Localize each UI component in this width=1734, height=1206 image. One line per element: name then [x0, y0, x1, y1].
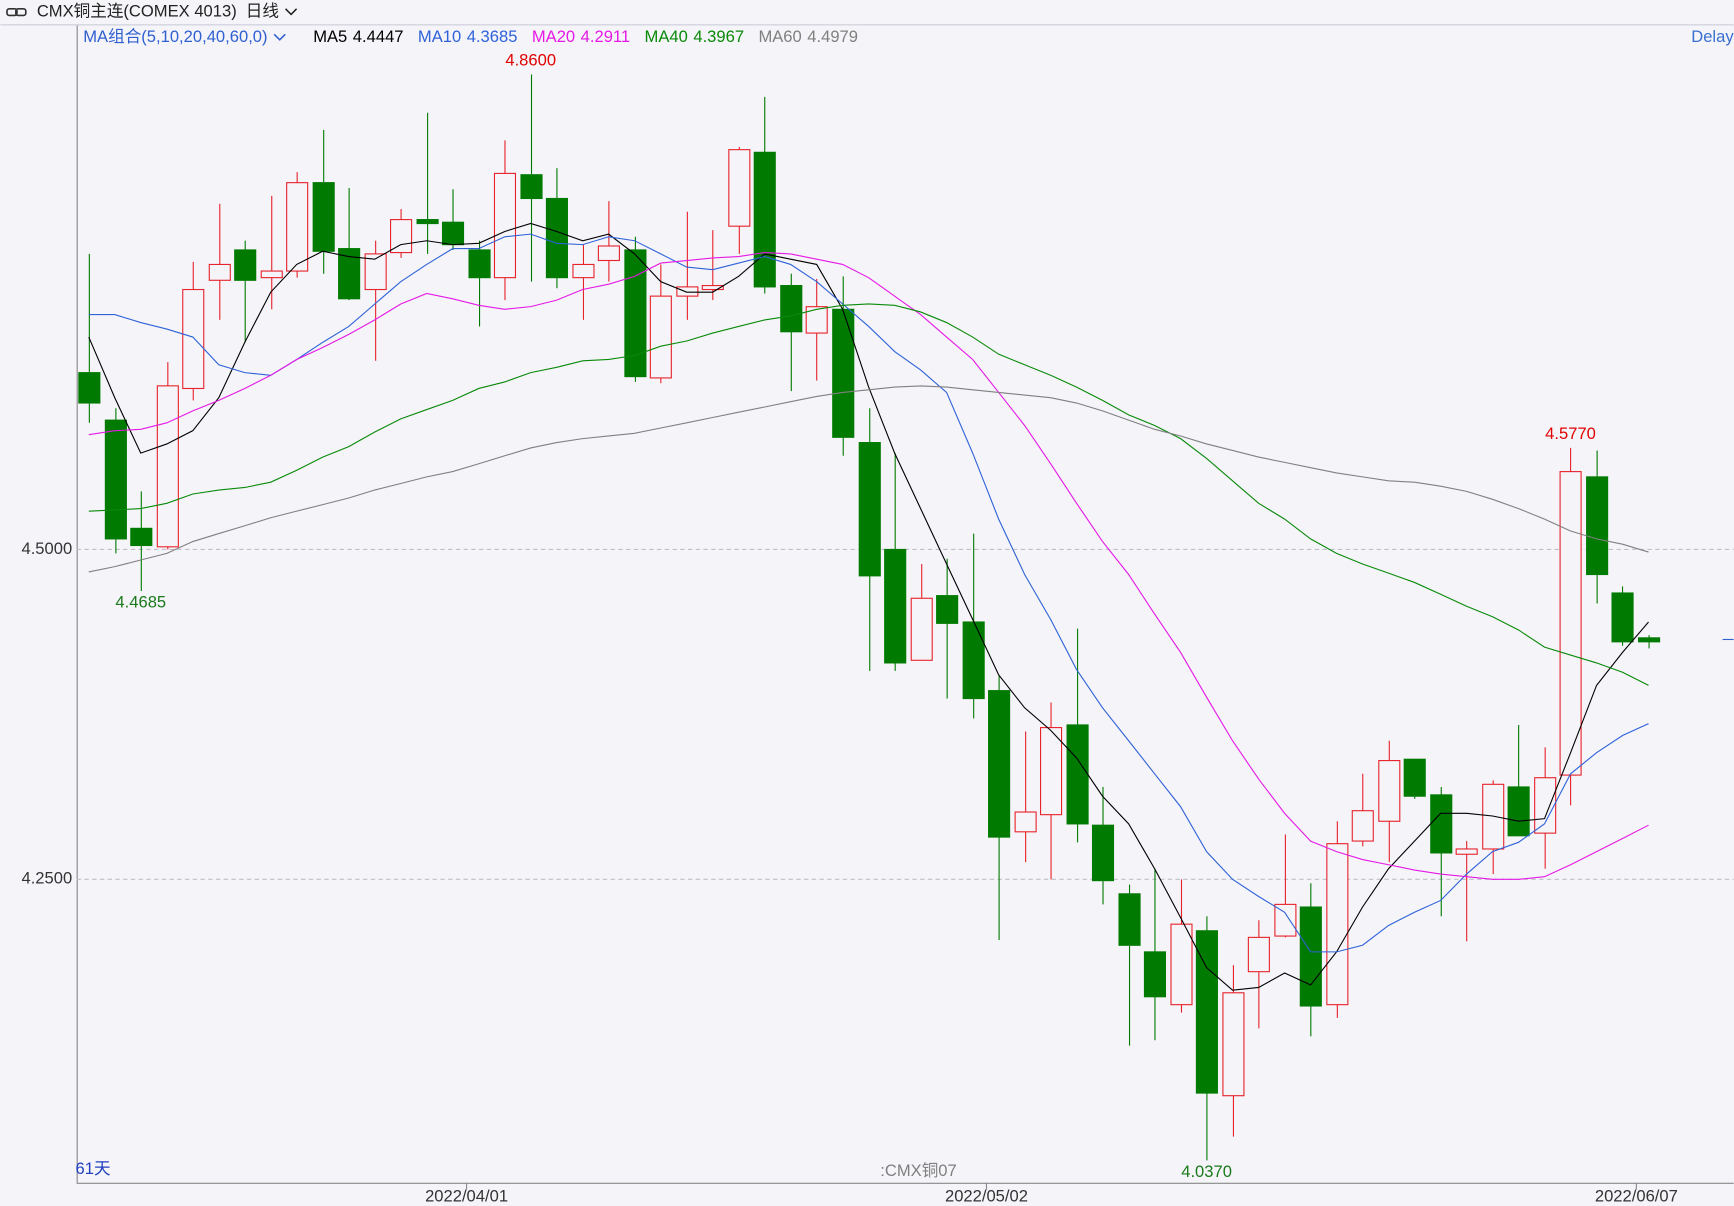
indicator-chevron[interactable]: [273, 33, 286, 41]
candle-body: [1014, 811, 1037, 833]
candle-body: [728, 149, 751, 227]
candle-body: [805, 306, 828, 334]
candle-body: [858, 442, 881, 577]
candle-body: [572, 263, 595, 279]
candle-body: [910, 597, 933, 661]
legend-value: 4.2911: [581, 27, 630, 46]
legend-name: MA10: [418, 27, 461, 46]
candle-body: [701, 285, 724, 291]
candle-body: [208, 263, 231, 281]
candle-body: [156, 385, 179, 548]
legend-name: MA20: [532, 27, 575, 46]
candle-body: [1403, 758, 1426, 797]
candle-body: [597, 245, 620, 262]
candle-body: [234, 249, 257, 281]
candle-body: [1507, 786, 1530, 837]
candle-body: [182, 288, 205, 390]
bar-count-label: 61天: [76, 1159, 111, 1178]
candle-body: [1274, 903, 1297, 937]
legend-value: 4.3685: [467, 27, 518, 46]
link-icon: [6, 8, 27, 17]
candle-body: [493, 172, 517, 279]
candle-body: [884, 548, 907, 664]
y-tick-label: 4.2500: [21, 869, 72, 888]
extreme-label: 4.5770: [1545, 424, 1596, 443]
candle-body: [1326, 843, 1349, 1006]
x-tick-label: 2022/05/02: [945, 1187, 1028, 1206]
candle-body: [753, 151, 776, 288]
candle-body: [1195, 930, 1218, 1094]
candle-body: [338, 248, 361, 300]
candle-body: [1091, 824, 1115, 882]
candle-body: [1247, 936, 1270, 973]
candle-body: [1351, 810, 1374, 842]
ma-line: [88, 385, 1649, 573]
candle-body: [780, 285, 803, 333]
instrument-title: CMX铜主连(COMEX 4013): [37, 2, 237, 21]
candle-body: [1378, 760, 1401, 822]
legend-name: MA5: [313, 27, 347, 46]
legend-value: 4.3967: [693, 27, 744, 46]
candle-body: [260, 270, 283, 279]
candle-body: [78, 372, 101, 404]
candle-body: [545, 197, 568, 279]
x-tick-label: 2022/04/01: [425, 1187, 508, 1206]
candle-body: [988, 690, 1011, 838]
candle-body: [441, 221, 465, 246]
candle-body: [468, 249, 491, 279]
candle-body: [416, 219, 439, 225]
ma-line: [88, 233, 1649, 953]
y-tick-label: 4.5000: [21, 539, 72, 558]
candle-body: [364, 253, 387, 291]
candle-body: [1039, 727, 1063, 816]
candle-body: [624, 249, 647, 378]
candle-body: [286, 182, 309, 272]
legend-value: 4.4447: [353, 27, 404, 46]
legend-name: MA60: [758, 27, 801, 46]
legend-name: MA40: [645, 27, 688, 46]
candle-body: [1638, 637, 1661, 643]
legend-value: 4.4979: [807, 27, 858, 46]
extreme-label: 4.4685: [115, 593, 166, 612]
candle-body: [962, 621, 985, 700]
candle-body: [832, 308, 855, 438]
candle-body: [649, 295, 672, 379]
candle-body: [1611, 592, 1634, 643]
candle-body: [1430, 794, 1453, 854]
candle-body: [676, 286, 699, 297]
candle-body: [1170, 923, 1193, 1006]
candle-body: [1222, 992, 1245, 1097]
candle-body: [312, 182, 335, 252]
extreme-label: 4.0370: [1181, 1162, 1232, 1181]
period-chevron[interactable]: [285, 8, 298, 16]
extreme-label: 4.8600: [505, 51, 556, 70]
candle-body: [390, 219, 413, 254]
candle-body: [1143, 951, 1167, 998]
ma-line: [88, 252, 1649, 880]
ma-line: [88, 222, 1649, 991]
candle-body: [1534, 777, 1557, 834]
candle-body: [1066, 724, 1089, 825]
candle-body: [130, 527, 153, 547]
candle-body: [1299, 906, 1322, 1007]
candle-body: [104, 419, 127, 540]
candle-body: [520, 174, 543, 200]
candle-body: [1559, 471, 1582, 776]
indicator-selector[interactable]: MA组合(5,10,20,40,60,0): [83, 27, 267, 46]
status-label: Delay: [1691, 27, 1734, 46]
candle-body: [1586, 476, 1609, 576]
x-tick-label: 2022/06/07: [1595, 1187, 1678, 1206]
period-selector[interactable]: 日线: [246, 2, 279, 21]
watermark: :CMX铜07: [880, 1161, 956, 1180]
candle-body: [1455, 848, 1478, 855]
candle-body: [1118, 893, 1141, 946]
ma-line: [88, 303, 1649, 686]
candle-body: [936, 595, 959, 624]
